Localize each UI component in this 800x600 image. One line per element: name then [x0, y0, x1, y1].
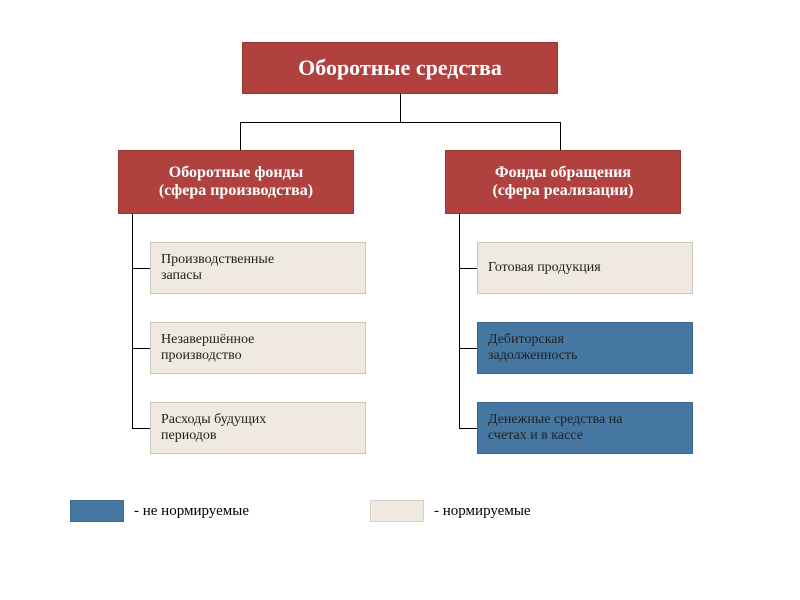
- leaf-production-stocks: Производственные запасы: [150, 242, 366, 294]
- legend-swatch: [370, 500, 424, 522]
- leaf-cash: Денежные средства на счетах и в кассе: [477, 402, 693, 454]
- branch-header-production-funds: Оборотные фонды (сфера производства): [118, 150, 354, 214]
- leaf-label-line2: счетах и в кассе: [488, 428, 622, 444]
- leaf-label-line2: запасы: [161, 268, 274, 284]
- leaf-label-line1: Денежные средства на: [488, 412, 622, 428]
- branch-label-line1: Оборотные фонды: [159, 164, 313, 182]
- leaf-label-line1: Расходы будущих: [161, 412, 266, 428]
- legend-swatch: [70, 500, 124, 522]
- branch-label-line2: (сфера производства): [159, 182, 313, 200]
- branch-label-line1: Фонды обращения: [492, 164, 633, 182]
- legend-item-not-normalized: - не нормируемые: [70, 500, 249, 522]
- leaf-receivables: Дебиторская задолженность: [477, 322, 693, 374]
- leaf-label-line1: Незавершённое: [161, 332, 254, 348]
- leaf-label-line1: Производственные: [161, 252, 274, 268]
- legend-label: - нормируемые: [434, 503, 531, 520]
- legend-label: - не нормируемые: [134, 503, 249, 520]
- branch-header-circulation-funds: Фонды обращения (сфера реализации): [445, 150, 681, 214]
- leaf-work-in-progress: Незавершённое производство: [150, 322, 366, 374]
- branch-label-line2: (сфера реализации): [492, 182, 633, 200]
- leaf-deferred-expenses: Расходы будущих периодов: [150, 402, 366, 454]
- leaf-label-line1: Готовая продукция: [488, 260, 601, 276]
- root-label: Оборотные средства: [298, 55, 502, 81]
- leaf-label-line2: периодов: [161, 428, 266, 444]
- root-node: Оборотные средства: [242, 42, 558, 94]
- legend-item-normalized: - нормируемые: [370, 500, 531, 522]
- leaf-label-line2: производство: [161, 348, 254, 364]
- leaf-label-line1: Дебиторская: [488, 332, 577, 348]
- leaf-label-line2: задолженность: [488, 348, 577, 364]
- leaf-finished-goods: Готовая продукция: [477, 242, 693, 294]
